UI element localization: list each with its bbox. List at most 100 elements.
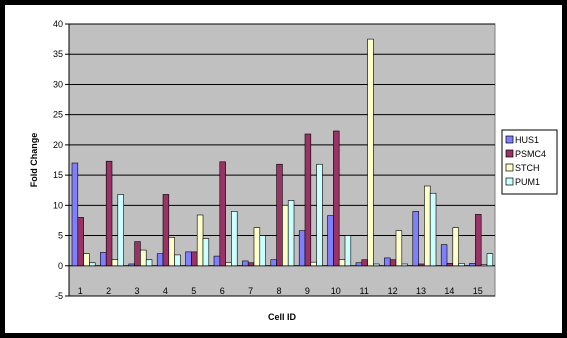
bar-hus1-9 [298,230,306,267]
bar-stch-10 [338,259,346,267]
bar-psmc4-5 [191,251,198,267]
x-axis-ticks: 1 2 3 4 5 6 7 8 9 10 11 12 13 14 15 [78,286,483,296]
y-tick-label: 0 [58,261,63,271]
bar-pum1-4 [174,254,181,267]
bar-psmc4-1 [77,217,84,267]
y-tick-label: 10 [53,200,63,210]
bar-psmc4-15 [475,214,482,267]
bars [71,38,494,267]
bar-hus1-15 [469,263,476,267]
bar-pum1-5 [202,238,210,267]
legend-label-stch: STCH [515,163,540,173]
bar-hus1-8 [270,259,277,267]
x-tick-label: 13 [416,286,426,296]
bar-pum1-11 [373,263,380,267]
bar-stch-3 [140,249,147,267]
bar-psmc4-9 [304,133,312,267]
x-axis-title: Cell ID [268,312,297,322]
x-tick-label: 10 [331,286,341,296]
bar-psmc4-7 [247,262,255,267]
bar-hus1-13 [412,211,419,267]
bar-stch-7 [253,227,261,267]
bar-hus1-1 [71,162,79,267]
bar-hus1-11 [355,262,363,267]
bar-pum1-2 [117,194,124,267]
bar-stch-1 [83,253,90,267]
bar-stch-14 [452,227,459,267]
bar-psmc4-6 [219,161,226,267]
bar-pum1-7 [259,235,266,267]
x-tick-label: 1 [78,286,83,296]
y-tick-label: 40 [53,19,63,29]
bar-stch-15 [480,264,488,267]
bar-pum1-14 [458,263,465,267]
x-tick-label: 2 [106,286,111,296]
x-tick-label: 4 [163,286,168,296]
y-tick-label: 35 [53,49,63,59]
chart-frame: -5 0 5 10 15 20 25 30 35 40 1 2 3 4 5 6 7 8 9 10 11 12 13 14 15… [5,5,562,333]
bar-stch-11 [367,38,374,267]
legend-swatch-pum1 [505,177,514,186]
x-tick-label: 5 [191,286,196,296]
x-tick-label: 8 [276,286,281,296]
bar-stch-6 [225,262,232,267]
bar-pum1-10 [344,235,352,267]
y-axis-title: Fold Change [29,133,39,188]
legend: HUS1 PSMC4 STCH PUM1 [501,129,558,195]
bar-hus1-2 [100,252,107,267]
y-tick-label: 30 [53,79,63,89]
bar-psmc4-12 [389,259,397,267]
x-tick-label: 3 [134,286,139,296]
bar-psmc4-8 [276,163,283,267]
bar-pum1-1 [89,262,96,267]
bar-psmc4-3 [134,241,141,267]
bar-psmc4-13 [418,263,425,267]
x-tick-label: 7 [248,286,253,296]
bar-psmc4-14 [446,263,454,267]
bar-hus1-10 [327,215,334,267]
bar-pum1-6 [231,211,238,267]
bar-stch-12 [395,230,403,267]
bar-hus1-3 [128,263,135,267]
bar-stch-8 [282,205,289,267]
x-tick-label: 6 [220,286,225,296]
y-tick-label: -5 [55,291,63,301]
x-tick-label: 9 [305,286,310,296]
bar-psmc4-2 [105,160,113,267]
bar-hus1-4 [156,253,164,267]
y-tick-label: 15 [53,170,63,180]
legend-items: HUS1 PSMC4 STCH PUM1 [505,135,546,187]
bar-psmc4-10 [333,130,340,267]
x-tick-label: 12 [388,286,398,296]
x-tick-label: 11 [360,286,369,296]
x-tick-label: 14 [444,286,454,296]
y-axis-ticks: -5 0 5 10 15 20 25 30 35 40 [53,19,70,301]
bar-hus1-6 [213,255,221,267]
y-tick-label: 5 [58,231,63,241]
bar-hus1-7 [242,260,249,267]
legend-label-hus1: HUS1 [515,135,539,145]
legend-swatch-stch [505,163,514,172]
bar-stch-2 [111,259,119,267]
legend-swatch-psmc4 [505,149,514,158]
y-tick-label: 20 [53,140,63,150]
legend-label-pum1: PUM1 [515,177,540,187]
bar-pum1-13 [429,192,437,267]
bar-pum1-15 [486,253,494,267]
bar-psmc4-4 [162,194,170,267]
bar-psmc4-11 [361,259,368,267]
x-tick-label: 15 [473,286,483,296]
bar-pum1-12 [401,263,408,267]
bar-pum1-8 [287,200,295,267]
legend-label-psmc4: PSMC4 [515,149,546,159]
bar-pum1-3 [145,259,153,267]
legend-swatch-hus1 [505,135,514,144]
y-tick-label: 25 [53,110,63,120]
bar-stch-13 [424,185,431,267]
bar-hus1-12 [384,257,391,267]
bar-stch-4 [168,237,175,267]
bar-pum1-9 [316,163,323,267]
bar-stch-9 [310,261,317,267]
bar-stch-5 [196,214,204,267]
